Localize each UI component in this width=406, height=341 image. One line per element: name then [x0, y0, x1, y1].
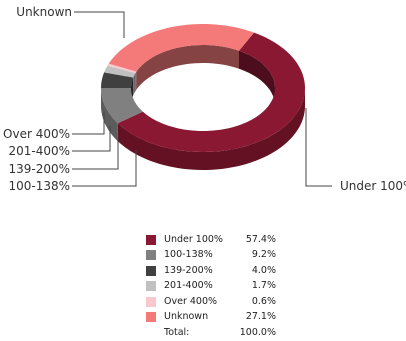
total-label: Total:	[164, 327, 190, 339]
total-value: 100.0%	[239, 327, 276, 339]
legend-item: 100-138% 9.2%	[146, 247, 276, 262]
outer-wall-1	[101, 88, 118, 142]
legend-value: 57.4%	[245, 234, 276, 245]
callout-line-0	[305, 108, 332, 187]
legend-item: Over 400% 0.6%	[146, 294, 276, 309]
legend-item: 201-400% 1.7%	[146, 278, 276, 293]
callout-label-5: Unknown	[16, 5, 72, 19]
legend-value: 1.7%	[251, 280, 276, 292]
callout-label-0: Under 100%	[340, 179, 406, 193]
callout-line-2	[72, 138, 119, 170]
donut-side-walls	[101, 45, 305, 170]
slice-2	[101, 72, 134, 89]
callout-labels: Under 100% 100-138% 139-200% 201-400% Over 4…	[3, 5, 406, 193]
slice-4	[107, 63, 137, 74]
legend: Under 100% 57.4% 100-138% 9.2% 139-200% 4.0% 2…	[146, 232, 276, 341]
legend-swatch	[146, 235, 156, 245]
legend-label: Over 400%	[164, 295, 218, 307]
callout-label-4: Over 400%	[3, 127, 70, 141]
callout-line-5	[74, 11, 125, 38]
legend-label: Unknown	[164, 310, 209, 322]
callout-label-3: 201-400%	[8, 144, 70, 158]
legend-item: 139-200% 4.0%	[146, 263, 276, 278]
donut-top-surface	[101, 24, 305, 152]
legend-swatch	[146, 296, 156, 307]
slice-0	[117, 32, 305, 152]
legend-label: Under 100%	[164, 234, 223, 245]
outer-wall-0	[117, 88, 305, 170]
legend-swatch	[146, 311, 156, 322]
callout-label-2: 139-200%	[8, 162, 70, 176]
callout-line-4	[72, 112, 105, 135]
legend-swatch	[146, 265, 156, 276]
slice-5	[108, 24, 254, 72]
inner-wall-4	[135, 71, 137, 92]
legend-swatch	[146, 281, 156, 292]
legend-label: 201-400%	[164, 280, 213, 292]
callout-line-1	[72, 150, 137, 187]
legend-label: 139-200%	[164, 264, 213, 276]
legend-value: 0.6%	[251, 295, 276, 307]
legend-total-row: Total: 100.0%	[146, 325, 276, 341]
legend-value: 4.0%	[251, 264, 276, 276]
legend-value: 9.2%	[251, 249, 276, 261]
slice-1	[101, 88, 143, 124]
legend-label: 100-138%	[164, 249, 213, 261]
callout-line-3	[72, 126, 111, 152]
legend-value: 27.1%	[245, 310, 276, 322]
legend-item: Unknown 27.1%	[146, 309, 276, 324]
legend-swatch	[146, 250, 156, 261]
callout-label-1: 100-138%	[8, 179, 70, 193]
inner-wall-0	[239, 50, 275, 106]
inner-wall-3	[133, 73, 136, 96]
legend-item: Under 100% 57.4%	[146, 232, 276, 247]
inner-wall-5	[136, 45, 239, 90]
slice-3	[104, 65, 136, 78]
